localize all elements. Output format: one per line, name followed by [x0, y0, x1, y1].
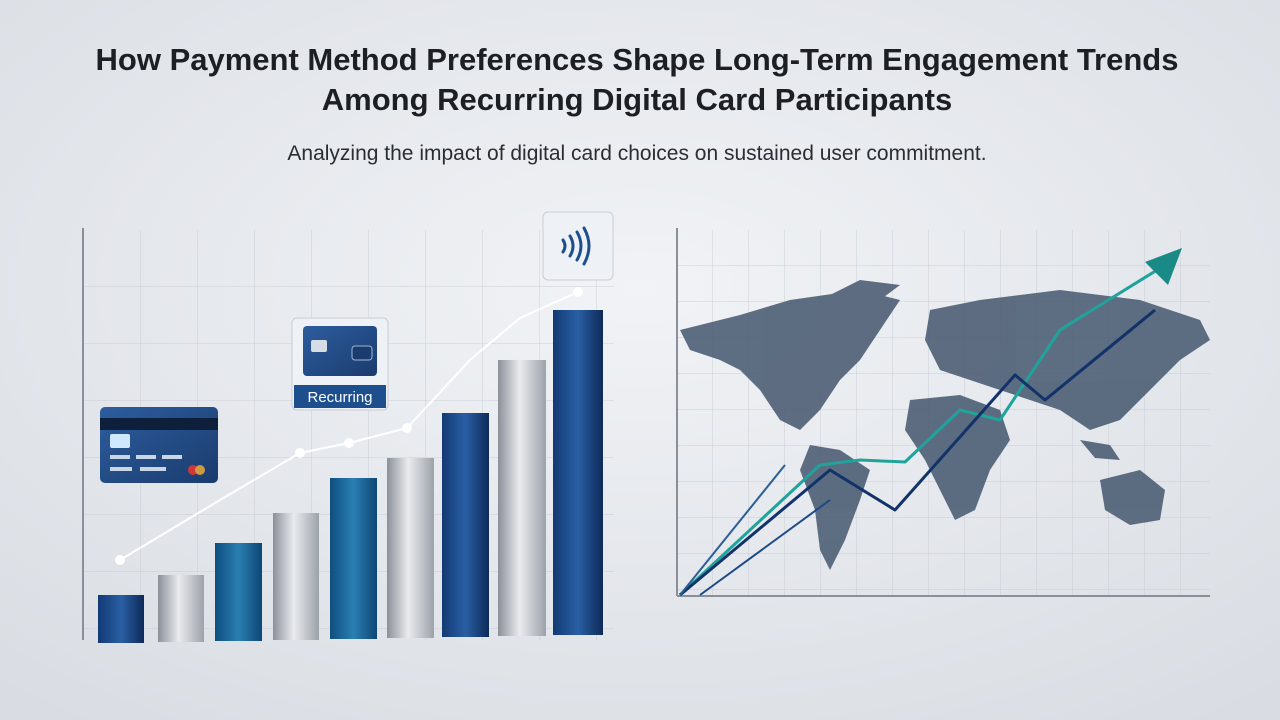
title-line: How Payment Method Preferences Shape Lon… [96, 42, 1179, 77]
world-map [680, 280, 1210, 570]
subtitle: Analyzing the impact of digital card cho… [287, 142, 986, 165]
contactless-icon [542, 211, 614, 281]
map-arrows [678, 248, 1182, 597]
bars [98, 310, 603, 643]
trend-dots [115, 287, 583, 565]
bar [215, 543, 262, 641]
trend-line [119, 291, 579, 561]
bar [553, 310, 603, 635]
bar [273, 513, 319, 640]
bar [98, 595, 144, 643]
bar [442, 413, 489, 637]
bar [498, 360, 546, 636]
credit-card [100, 407, 218, 483]
bar [387, 458, 434, 638]
bar [158, 575, 204, 642]
title-line: Among Recurring Digital Card Participant… [322, 82, 952, 117]
card-label: Recurring [307, 389, 372, 406]
recurring-card: Recurring [291, 317, 389, 411]
bar [330, 478, 377, 639]
